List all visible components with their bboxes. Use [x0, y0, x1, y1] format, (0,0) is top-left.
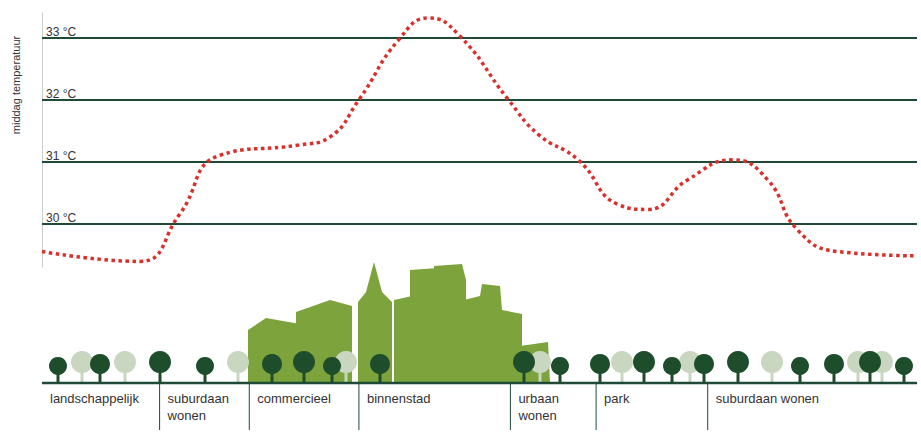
svg-text:30 °C: 30 °C [46, 211, 76, 225]
svg-text:binnenstad: binnenstad [367, 391, 431, 406]
svg-text:32 °C: 32 °C [46, 87, 76, 101]
svg-text:park: park [604, 391, 630, 406]
svg-text:33 °C: 33 °C [46, 25, 76, 39]
svg-text:wonen: wonen [517, 408, 556, 423]
svg-text:urbaan: urbaan [518, 391, 558, 406]
svg-text:suburdaan: suburdaan [168, 391, 229, 406]
svg-text:suburdaan wonen: suburdaan wonen [716, 391, 819, 406]
svg-text:31 °C: 31 °C [46, 149, 76, 163]
svg-text:middag temperatuur: middag temperatuur [10, 35, 22, 134]
svg-text:wonen: wonen [167, 408, 206, 423]
svg-text:landschappelijk: landschappelijk [50, 391, 139, 406]
svg-text:commercieel: commercieel [257, 391, 331, 406]
